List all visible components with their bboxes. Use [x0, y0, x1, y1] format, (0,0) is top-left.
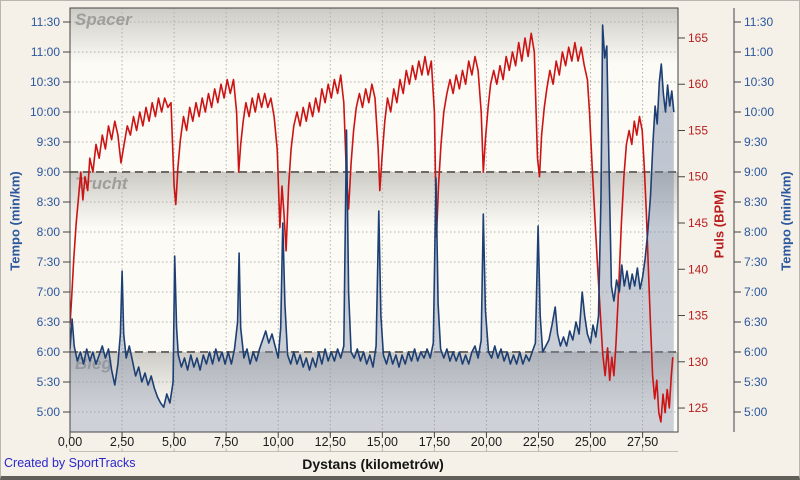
- pace-tick-label-right: 6:30: [744, 315, 768, 329]
- pace-tick-label-right: 9:30: [744, 135, 768, 149]
- pace-tick-label-right: 5:30: [744, 375, 768, 389]
- hr-tick-label: 165: [688, 31, 708, 45]
- series-group: [70, 24, 675, 432]
- pace-tick-label-right: 7:00: [744, 285, 768, 299]
- hr-tick-label: 140: [688, 262, 708, 276]
- pace-tick-label: 11:30: [31, 15, 60, 29]
- pace-tick-label: 6:00: [37, 345, 61, 359]
- pace-tick-label: 5:30: [37, 375, 61, 389]
- x-tick-label: 5,00: [162, 435, 186, 449]
- hr-tick-label: 130: [688, 355, 708, 369]
- hr-tick-label: 135: [688, 309, 708, 323]
- pace-series-line: [70, 24, 675, 408]
- pace-tick-label: 11:00: [31, 45, 60, 59]
- x-axis-title: Dystans (kilometrów): [302, 456, 444, 472]
- pace-tick-label-right: 11:30: [744, 15, 773, 29]
- pace-axis-title-right: Tempo (min/km): [778, 171, 794, 271]
- pace-tick-label-right: 6:00: [744, 345, 768, 359]
- pace-tick-label-right: 8:00: [744, 225, 768, 239]
- x-tick-label: 7,50: [214, 435, 238, 449]
- pace-tick-label: 5:00: [37, 405, 61, 419]
- created-by-label: Created by SportTracks: [4, 456, 136, 470]
- zone-band: [70, 171, 678, 228]
- pace-tick-label: 7:30: [37, 255, 61, 269]
- hr-tick-label: 125: [688, 401, 708, 415]
- pace-tick-label-right: 8:30: [744, 195, 768, 209]
- pace-tick-label: 7:00: [37, 285, 61, 299]
- pace-tick-label-right: 9:00: [744, 165, 768, 179]
- hr-tick-label: 145: [688, 216, 708, 230]
- x-tick-label: 22,50: [523, 435, 554, 449]
- pace-tick-label-right: 10:00: [744, 105, 774, 119]
- pace-tick-label-right: 5:00: [744, 405, 768, 419]
- x-tick-label: 0,00: [58, 435, 82, 449]
- hr-axis-title: Puls (BPM): [711, 189, 727, 259]
- pace-tick-label-right: 10:30: [744, 75, 774, 89]
- pace-tick-label-right: 11:00: [744, 45, 773, 59]
- pace-tick-label: 9:00: [37, 165, 61, 179]
- pace-tick-label: 10:00: [30, 105, 60, 119]
- x-tick-label: 12,50: [315, 435, 346, 449]
- pace-area-fill: [70, 25, 674, 432]
- zone-band: [70, 8, 678, 64]
- x-tick-label: 25,00: [575, 435, 606, 449]
- pace-tick-label: 9:30: [37, 135, 61, 149]
- pace-tick-label: 8:30: [37, 195, 61, 209]
- pace-tick-label: 10:30: [30, 75, 60, 89]
- pace-tick-label: 8:00: [37, 225, 61, 239]
- hr-tick-label: 160: [688, 77, 708, 91]
- x-tick-label: 27,50: [627, 435, 658, 449]
- hr-tick-label: 155: [688, 123, 708, 137]
- hr-tick-label: 150: [688, 170, 708, 184]
- heartrate-series-line: [70, 32, 674, 423]
- pace-tick-label: 6:30: [37, 315, 61, 329]
- x-tick-label: 15,00: [367, 435, 398, 449]
- x-tick-label: 17,50: [419, 435, 450, 449]
- pace-tick-label-right: 7:30: [744, 255, 768, 269]
- zone-label: Spacer: [75, 10, 133, 29]
- x-tick-label: 2,50: [110, 435, 134, 449]
- plot-border: [69, 7, 679, 433]
- x-tick-label: 10,00: [263, 435, 294, 449]
- pace-axis-title-left: Tempo (min/km): [7, 171, 23, 271]
- x-tick-label: 20,00: [471, 435, 502, 449]
